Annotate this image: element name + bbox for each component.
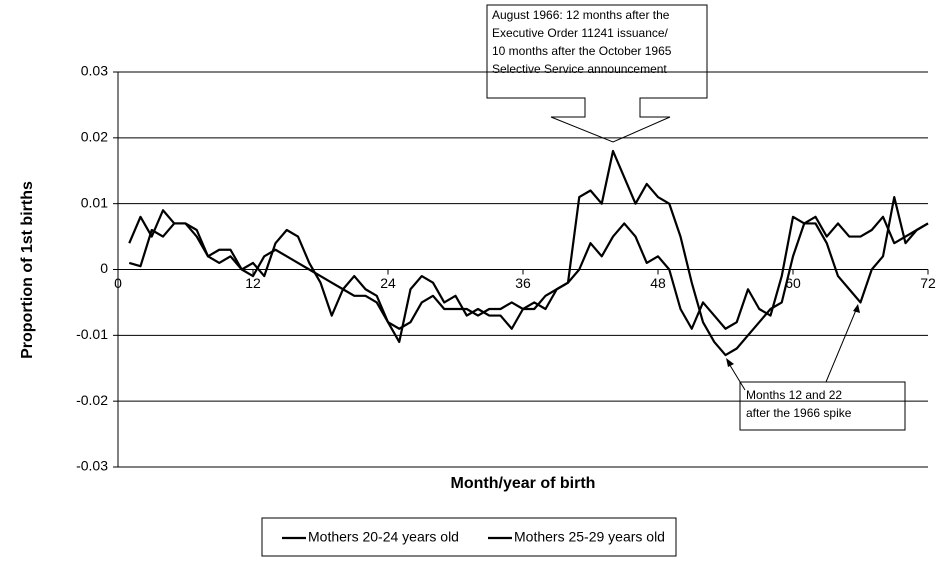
legend-label: Mothers 20-24 years old: [308, 529, 459, 545]
legend: [261, 517, 677, 557]
annotation-text: after the 1966 spike: [746, 406, 852, 420]
y-tick-label: -0.03: [76, 458, 108, 474]
y-tick-label: 0: [100, 260, 108, 276]
annotation-text: 10 months after the October 1965: [492, 44, 672, 58]
x-tick-label: 72: [920, 275, 936, 291]
series-line: [128, 149, 929, 357]
y-tick-label: -0.01: [76, 326, 108, 342]
annotation-box: [739, 381, 906, 431]
annotation-text: Executive Order 11241 issuance/: [492, 26, 669, 40]
x-tick-label: 0: [114, 275, 122, 291]
callout-box: [486, 4, 708, 143]
y-axis-label: Proportion of 1st births: [19, 181, 36, 359]
x-axis-label: Month/year of birth: [451, 475, 596, 492]
y-tick-label: -0.02: [76, 392, 108, 408]
series-line: [128, 209, 929, 344]
annotation-text: Selective Service announcement: [492, 62, 667, 76]
y-tick-label: 0.03: [81, 63, 108, 79]
y-tick-label: 0.01: [81, 194, 108, 210]
x-tick-label: 60: [785, 275, 801, 291]
x-tick-label: 12: [245, 275, 261, 291]
annotation-text: Months 12 and 22: [746, 388, 842, 402]
x-tick-label: 24: [380, 275, 396, 291]
annotation-arrow: [727, 361, 746, 391]
annotation-text: August 1966: 12 months after the: [492, 8, 670, 22]
legend-label: Mothers 25-29 years old: [514, 529, 665, 545]
x-tick-label: 48: [650, 275, 666, 291]
arrowhead: [726, 358, 734, 367]
x-tick-label: 36: [515, 275, 531, 291]
y-tick-label: 0.02: [81, 129, 108, 145]
arrowhead: [853, 304, 860, 313]
annotation-arrow: [825, 309, 857, 383]
